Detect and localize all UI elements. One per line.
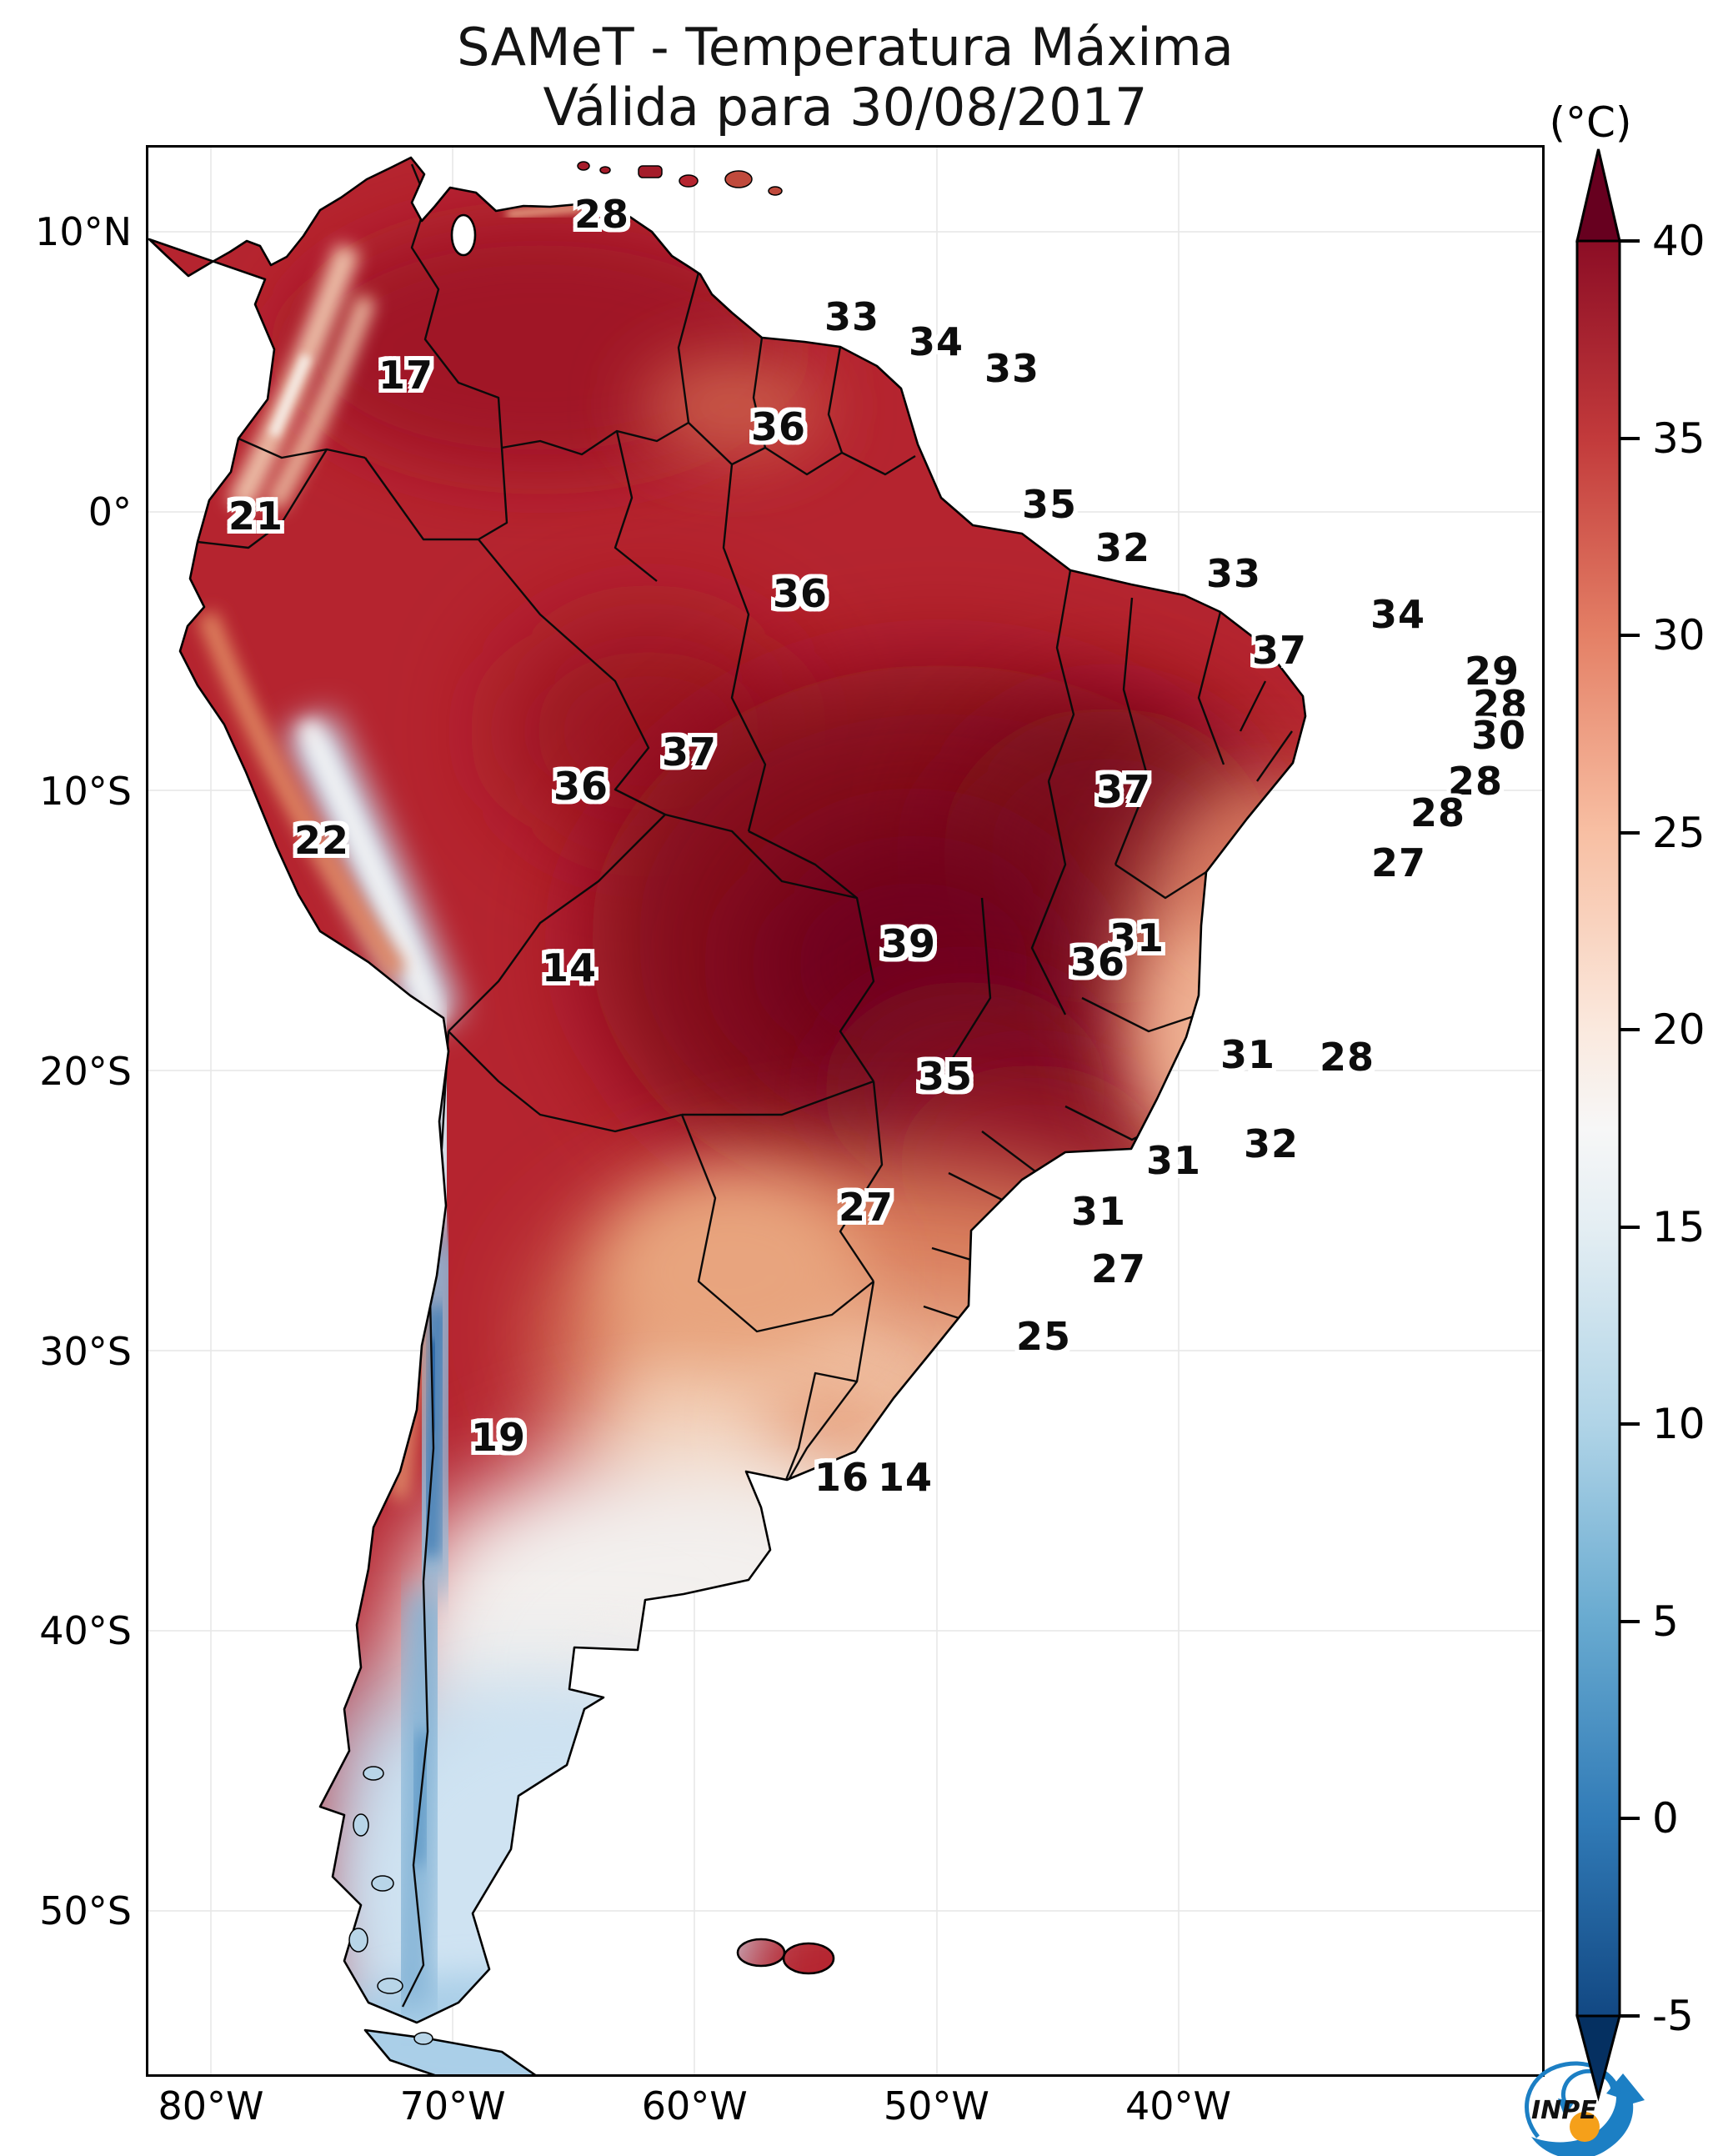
colorbar-tick-label: 15 [1652,1202,1705,1251]
colorbar [1575,148,1621,2102]
station-temp-label: 36 [750,404,807,449]
inpe-logo-swirl [1525,2061,1622,2138]
inpe-logo: INPE [1525,2061,1645,2156]
colorbar-tick-label: 35 [1652,414,1705,463]
colorbar-tick-label: 20 [1652,1005,1705,1055]
colorbar-tick-mark [1620,2014,1640,2018]
colorbar-tick-mark [1620,436,1640,440]
station-temp-label: 21 [228,494,284,539]
lat-tick-label: 20°S [39,1049,132,1094]
station-temp-label: 28 [1472,682,1529,727]
station-temp-label: 36 [553,764,609,809]
station-temp-label: 25 [1015,1314,1072,1359]
colorbar-extend-bottom [1575,2014,1621,2102]
colorbar-tick-mark [1620,1225,1640,1229]
colorbar-tick-label: 40 [1652,217,1705,265]
inpe-logo-sun [1570,2112,1600,2142]
station-temp-label: 28 [1319,1035,1375,1080]
station-temp-label: 17 [378,353,434,398]
lon-tick-label: 40°W [1124,2083,1232,2128]
colorbar-gradient-bar [1575,239,1621,2018]
caribbean-islands [577,161,783,196]
station-temp-label: 33 [1205,551,1262,596]
colorbar-tick-mark [1620,1817,1640,1821]
inpe-logo-arrow [1531,2073,1645,2156]
coastline [148,156,1307,2074]
temperature-raster [149,158,1305,2074]
lon-tick-label: 80°W [158,2083,264,2128]
station-temp-label: 36 [1069,940,1126,985]
fjord-islands [348,1766,433,2045]
station-temp-label: 34 [908,319,964,364]
station-temp-label: 28 [1410,790,1466,835]
inpe-logo-spiral [1561,2068,1615,2107]
station-temp-label: 34 [1370,592,1426,637]
station-temp-label: 35 [1021,482,1078,527]
station-temp-label: 31 [1070,1189,1127,1234]
colorbar-tick-mark [1620,634,1640,638]
lat-tick-label: 50°S [39,1888,132,1934]
inpe-logo-spiral-arrowhead [1558,2098,1575,2117]
station-temp-label: 28 [573,192,630,237]
station-temp-label: 28 [1447,759,1504,804]
colorbar-tick-label: 30 [1652,611,1705,660]
lat-tick-label: 40°S [39,1608,132,1654]
inpe-logo-text: INPE [1531,2096,1597,2125]
lat-tick-label: 30°S [39,1328,132,1374]
station-temp-label: 37 [661,730,718,775]
lon-tick-label: 70°W [399,2083,506,2128]
station-temp-label: 37 [1251,628,1308,673]
station-temp-label: 30 [1470,713,1527,758]
colorbar-unit-label: (°C) [1549,98,1632,147]
station-temp-label: 31 [1145,1138,1202,1183]
station-temp-label: 31 [1220,1032,1276,1077]
station-temp-label: 27 [1370,840,1427,885]
south-america-temperature-map [148,148,1542,2074]
colorbar-tick-label: 10 [1652,1400,1705,1449]
station-temp-label: 31 [1109,915,1165,960]
station-temp-label: 32 [1243,1121,1300,1166]
map-plot-area: INPE [146,145,1645,2156]
lat-tick-label: 10°N [35,209,132,254]
colorbar-tick-label: 25 [1652,808,1705,857]
colorbar-tick-mark [1620,1619,1640,1623]
station-temp-label: 14 [541,945,598,990]
station-temp-label: 33 [824,294,880,339]
colorbar-tick-mark [1620,1422,1640,1426]
station-temp-label: 39 [880,921,937,966]
station-temp-label: 29 [1464,649,1520,694]
station-temp-label: 32 [1094,525,1151,570]
colorbar-tick-label: 5 [1652,1597,1679,1646]
colorbar-tick-mark [1620,1028,1640,1032]
lon-tick-label: 60°W [641,2083,748,2128]
colorbar-extend-top [1575,148,1621,243]
colorbar-tick-mark [1620,239,1640,243]
colorbar-tick-label: -5 [1652,1992,1694,2040]
station-temp-label: 33 [984,346,1040,391]
station-temp-label: 27 [838,1185,894,1230]
lat-tick-label: 10°S [39,769,132,815]
colorbar-tick-label: 0 [1652,1794,1679,1843]
page-title: SAMeT - Temperatura Máxima [457,17,1234,78]
lon-tick-label: 50°W [883,2083,989,2128]
colorbar-tick-mark [1620,830,1640,835]
station-temp-label: 35 [917,1054,974,1099]
station-temp-label: 36 [772,571,829,616]
lat-tick-label: 0° [88,489,132,534]
station-temp-label: 22 [293,818,350,863]
station-temp-label: 14 [877,1455,934,1500]
station-temp-label: 16 [814,1455,870,1500]
station-temp-label: 19 [470,1415,527,1460]
page-subtitle: Válida para 30/08/2017 [543,77,1148,138]
station-temp-label: 37 [1095,767,1152,812]
station-temp-label: 27 [1090,1246,1147,1291]
